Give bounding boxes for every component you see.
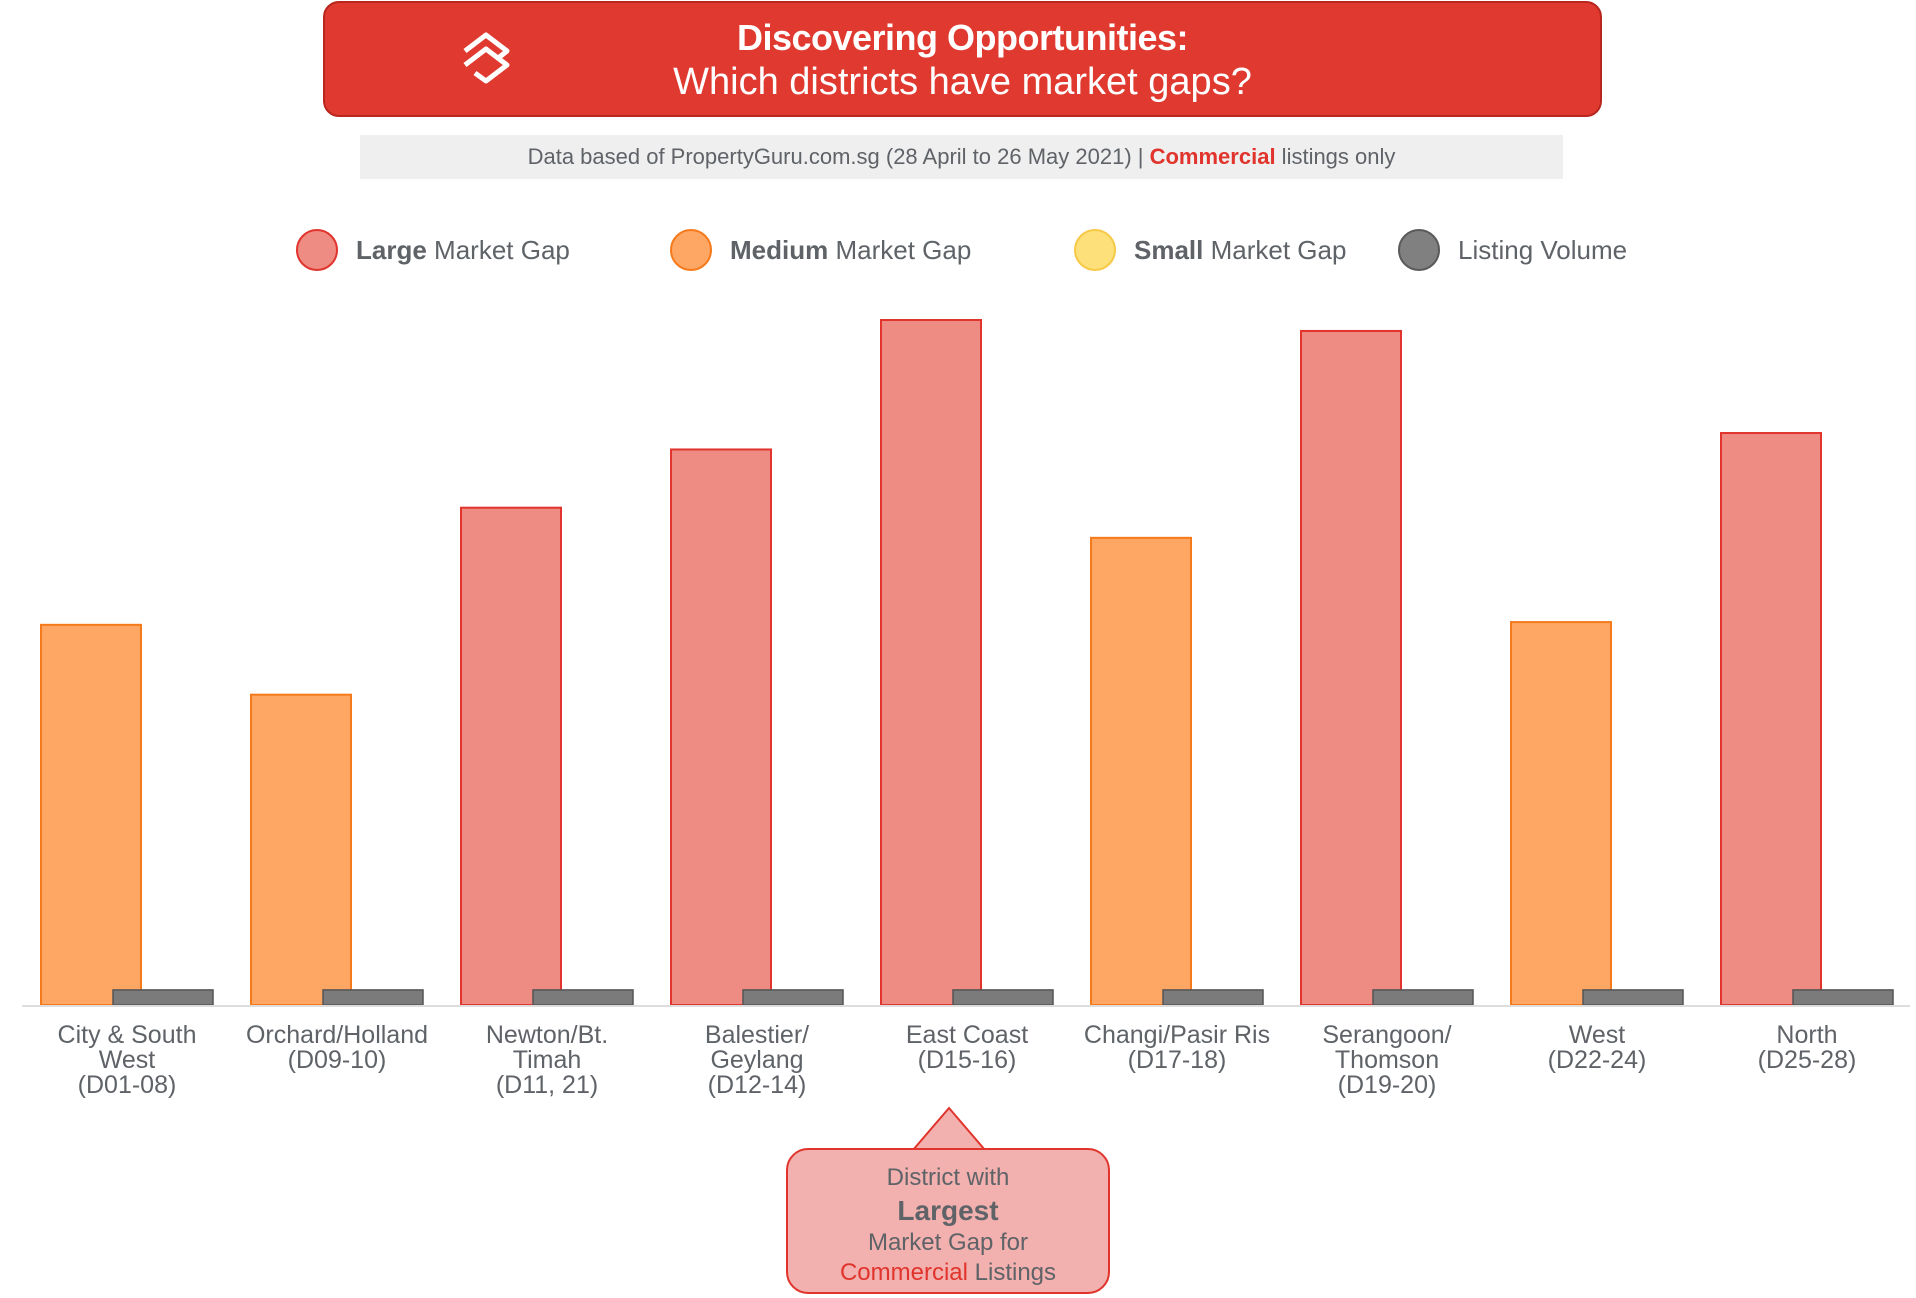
legend-label-small: Small Market Gap bbox=[1134, 235, 1346, 266]
bar-listing-volume-6 bbox=[1372, 989, 1474, 1006]
legend-label-large-bold: Large bbox=[356, 234, 427, 265]
bar-listing-volume-5 bbox=[1162, 989, 1264, 1006]
bar-market-gap-2 bbox=[460, 506, 562, 1006]
bar-market-gap-4 bbox=[880, 319, 982, 1006]
largest-gap-callout: District with Largest Market Gap for Com… bbox=[786, 1148, 1110, 1294]
callout-pointer bbox=[912, 1106, 986, 1152]
x-tick-label-1-0: Orchard/Holland bbox=[246, 1021, 428, 1049]
bar-market-gap-5 bbox=[1090, 536, 1192, 1007]
x-tick-label-2-2: (D11, 21) bbox=[496, 1071, 598, 1099]
legend-label-medium-bold: Medium bbox=[730, 234, 829, 265]
bar-listing-volume-2 bbox=[532, 989, 634, 1006]
legend-swatch-small bbox=[1074, 229, 1116, 271]
title-line-1: Discovering Opportunities: bbox=[736, 17, 1189, 58]
legend-label-large-rest: Market Gap bbox=[426, 234, 570, 265]
source-note: Data based of PropertyGuru.com.sg (28 Ap… bbox=[360, 135, 1563, 179]
x-tick-label-8-1: (D25-28) bbox=[1758, 1046, 1857, 1074]
legend-label-small-rest: Market Gap bbox=[1203, 234, 1347, 265]
legend-item-small: Small Market Gap bbox=[1074, 227, 1346, 273]
x-tick-label-5-1: (D17-18) bbox=[1128, 1046, 1227, 1074]
x-tick-label-3-1: Geylang bbox=[710, 1046, 803, 1074]
bar-listing-volume-8 bbox=[1792, 989, 1894, 1006]
x-tick-label-5-0: Changi/Pasir Ris bbox=[1084, 1021, 1270, 1049]
bar-listing-volume-7 bbox=[1582, 989, 1684, 1006]
legend-label-small-bold: Small bbox=[1134, 234, 1204, 265]
x-tick-label-6-0: Serangoon/ bbox=[1322, 1021, 1451, 1049]
callout-line-1: District with bbox=[886, 1164, 1010, 1191]
legend-label-medium-rest: Market Gap bbox=[828, 234, 972, 265]
bar-listing-volume-0 bbox=[112, 989, 214, 1006]
x-tick-label-3-0: Balestier/ bbox=[705, 1021, 809, 1049]
legend-label-volume: Listing Volume bbox=[1458, 235, 1627, 266]
source-note-prefix: Data based of PropertyGuru.com.sg (28 Ap… bbox=[527, 144, 1150, 169]
bar-listing-volume-4 bbox=[952, 989, 1054, 1006]
source-note-suffix: listings only bbox=[1275, 144, 1396, 169]
x-tick-label-1-1: (D09-10) bbox=[288, 1046, 387, 1074]
legend-item-medium: Medium Market Gap bbox=[670, 227, 971, 273]
bar-market-gap-0 bbox=[40, 623, 142, 1006]
bar-market-gap-8 bbox=[1720, 432, 1822, 1006]
propertyguru-logo-icon bbox=[463, 32, 510, 84]
x-tick-label-6-2: (D19-20) bbox=[1338, 1071, 1437, 1099]
legend-label-medium: Medium Market Gap bbox=[730, 235, 971, 266]
callout-line-2: Largest bbox=[897, 1195, 999, 1226]
x-tick-label-0-0: City & South bbox=[58, 1021, 197, 1049]
x-tick-label-7-0: West bbox=[1569, 1021, 1626, 1049]
x-tick-label-7-1: (D22-24) bbox=[1548, 1046, 1647, 1074]
x-tick-label-8-0: North bbox=[1776, 1021, 1837, 1049]
callout-line-4-highlight: Commercial bbox=[839, 1259, 968, 1286]
x-tick-label-2-0: Newton/Bt. bbox=[486, 1021, 608, 1049]
callout-line-4: Commercial Listings bbox=[788, 1258, 1108, 1288]
x-tick-label-6-1: Thomson bbox=[1335, 1046, 1439, 1074]
legend-label-large: Large Market Gap bbox=[356, 235, 570, 266]
legend-swatch-volume bbox=[1398, 229, 1440, 271]
legend-item-large: Large Market Gap bbox=[296, 227, 570, 273]
bar-market-gap-3 bbox=[670, 448, 772, 1006]
callout-line-4-rest: Listings bbox=[967, 1259, 1057, 1286]
bar-listing-volume-3 bbox=[742, 989, 844, 1006]
title-line-2: Which districts have market gaps? bbox=[673, 61, 1252, 103]
x-tick-label-3-2: (D12-14) bbox=[708, 1071, 807, 1099]
legend-item-volume: Listing Volume bbox=[1398, 227, 1627, 273]
title-banner: Discovering Opportunities: Which distric… bbox=[323, 1, 1602, 117]
x-tick-label-0-2: (D01-08) bbox=[78, 1071, 177, 1099]
callout-line-3: Market Gap for bbox=[867, 1229, 1029, 1256]
x-tick-label-4-1: (D15-16) bbox=[918, 1046, 1017, 1074]
legend-swatch-large bbox=[296, 229, 338, 271]
legend-label-volume-rest: Listing Volume bbox=[1458, 234, 1628, 265]
source-note-highlight: Commercial bbox=[1149, 144, 1276, 169]
bar-listing-volume-1 bbox=[322, 989, 424, 1006]
bar-market-gap-7 bbox=[1510, 621, 1612, 1007]
bar-market-gap-6 bbox=[1300, 329, 1402, 1006]
x-tick-label-4-0: East Coast bbox=[906, 1021, 1028, 1049]
x-tick-label-2-1: Timah bbox=[513, 1046, 582, 1074]
legend-swatch-medium bbox=[670, 229, 712, 271]
bar-market-gap-1 bbox=[250, 693, 352, 1006]
x-tick-label-0-1: West bbox=[99, 1046, 156, 1074]
